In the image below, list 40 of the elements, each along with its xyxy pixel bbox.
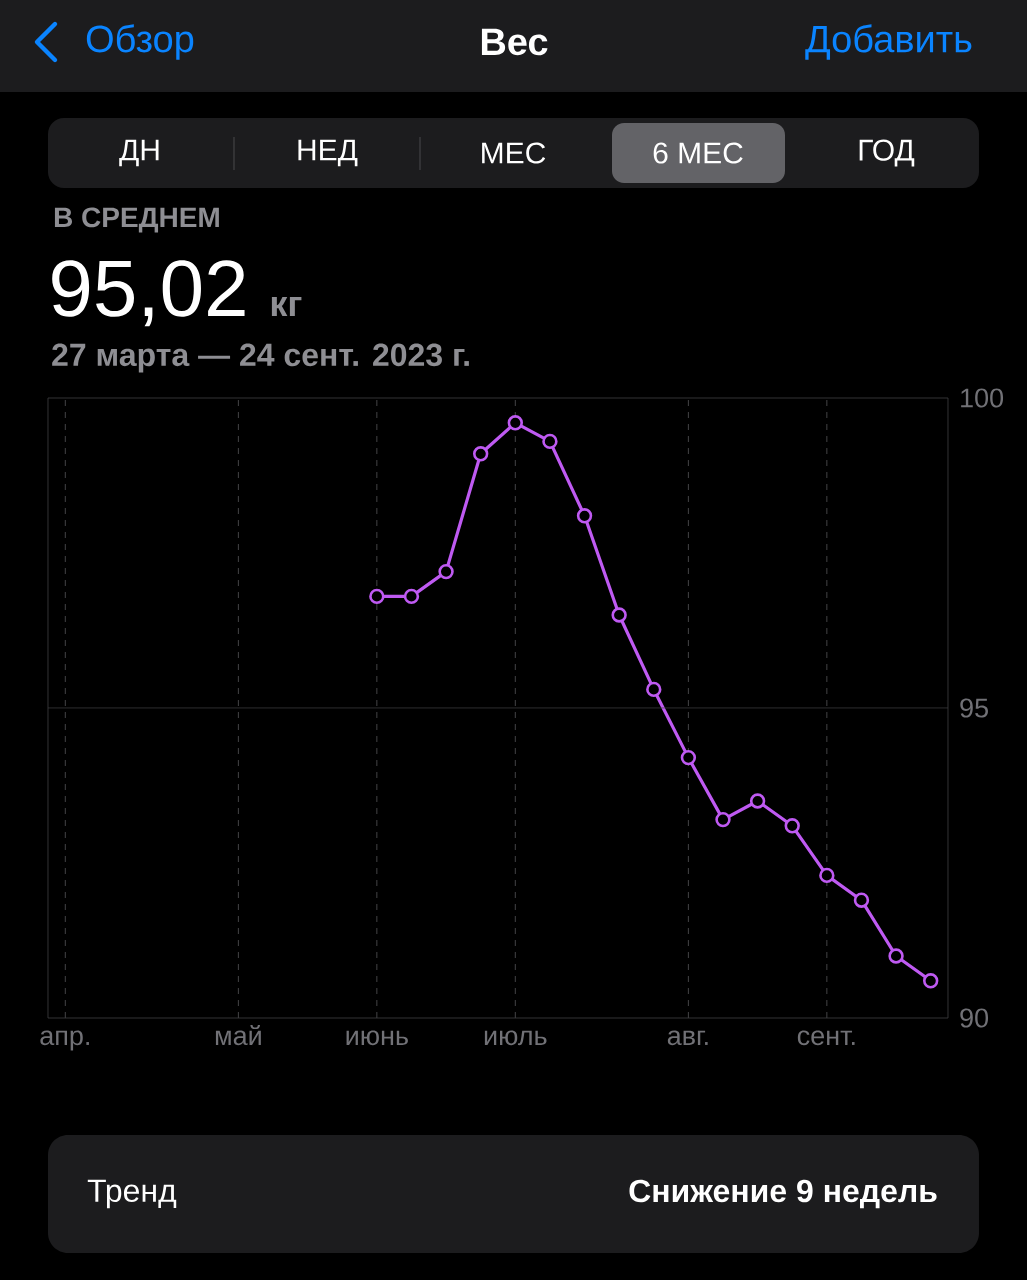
point xyxy=(472,446,489,462)
point xyxy=(680,749,697,766)
text: 6 МЕС xyxy=(653,142,743,164)
point xyxy=(369,588,385,605)
text: кг xyxy=(271,296,302,317)
text: ДН xyxy=(119,139,159,167)
text: Добавить xyxy=(805,24,972,60)
point xyxy=(646,681,662,698)
point xyxy=(888,948,904,964)
x-tick-label: июнь xyxy=(346,1030,408,1046)
text: В СРЕДНЕМ xyxy=(54,207,219,233)
x-tick-label: май xyxy=(215,1024,261,1046)
point xyxy=(715,811,731,828)
text: Снижение 9 недель xyxy=(629,1179,937,1209)
point xyxy=(542,433,558,450)
text: 27 марта — 24 сент. 2023 г. xyxy=(52,343,469,373)
text: 95,02 xyxy=(52,260,245,327)
point xyxy=(403,588,420,605)
point xyxy=(819,867,835,884)
y-tick-label: 95 xyxy=(960,698,988,718)
chart-title: Вес xyxy=(481,28,548,56)
x-tick-label: сент. xyxy=(797,1030,855,1046)
y-tick-label: 100 xyxy=(961,388,1004,408)
x-tick-label: июль xyxy=(484,1030,547,1046)
x-tick-label: апр. xyxy=(40,1030,89,1051)
x-tick-label: авг. xyxy=(667,1030,708,1046)
text: Обзор xyxy=(86,24,194,60)
text: Тренд xyxy=(87,1179,177,1209)
point xyxy=(784,818,800,834)
y-tick-label: 90 xyxy=(960,1008,989,1028)
point xyxy=(922,973,939,989)
point xyxy=(576,508,593,524)
text: ГОД xyxy=(859,139,915,167)
text: НЕД xyxy=(298,139,358,167)
point xyxy=(438,563,454,580)
text: МЕС xyxy=(482,142,546,164)
point xyxy=(611,607,627,623)
point xyxy=(507,415,524,431)
point xyxy=(749,793,766,809)
point xyxy=(853,892,870,908)
